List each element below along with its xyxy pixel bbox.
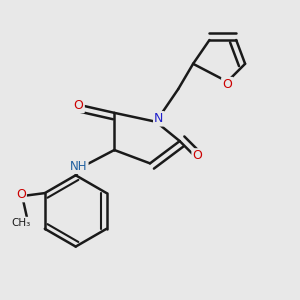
Text: O: O (74, 99, 84, 112)
Text: O: O (193, 149, 202, 162)
Text: O: O (222, 78, 232, 91)
Text: N: N (154, 112, 164, 125)
Text: NH: NH (70, 160, 87, 173)
Text: O: O (16, 188, 26, 201)
Text: CH₃: CH₃ (11, 218, 30, 228)
